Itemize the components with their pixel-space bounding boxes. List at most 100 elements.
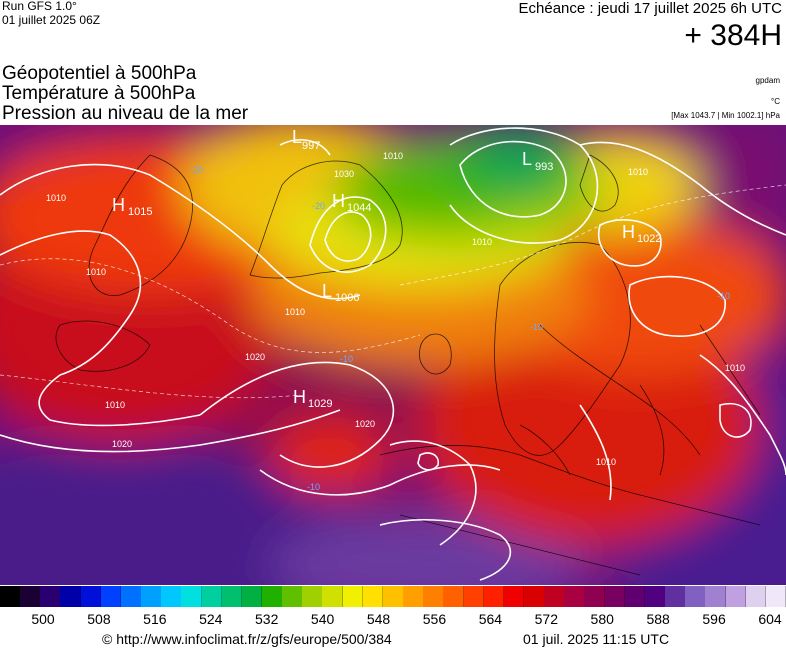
color-scale-swatch: [322, 586, 344, 607]
color-scale-swatch: [241, 586, 263, 607]
pressure-center-value: 1022: [637, 233, 661, 245]
pressure-center-type: L: [522, 149, 532, 169]
footer-source-url: © http://www.infoclimat.fr/z/gfs/europe/…: [102, 631, 392, 647]
color-scale-swatch: [685, 586, 706, 607]
color-scale-tick-label: 604: [758, 611, 782, 627]
color-scale-swatch: [705, 586, 727, 607]
color-scale-swatch: [463, 586, 485, 607]
title-temperature: Température à 500hPa: [2, 83, 196, 104]
pressure-center-type: H: [622, 222, 635, 242]
color-scale-swatch: [40, 586, 61, 607]
color-scale-swatch: [181, 586, 203, 607]
color-scale-tick-label: 556: [422, 611, 447, 627]
color-scale-tick-label: 596: [702, 611, 726, 627]
isobar-label: 1010: [46, 193, 66, 203]
color-scale-swatch: [725, 586, 747, 607]
lead-time-label: + 384H: [684, 19, 782, 52]
isobar-labels: 1010 1010 1010 1010 1030 1010 1010 1020 …: [46, 151, 745, 467]
pressure-center-type: H: [332, 191, 345, 211]
color-scale-swatch: [100, 586, 122, 607]
pressure-center-value: 1029: [308, 398, 332, 410]
isobar-label: 1020: [355, 419, 375, 429]
title-geopotential: Géopotentiel à 500hPa: [2, 63, 197, 84]
color-scale-swatch: [20, 586, 41, 607]
isobar-label: 1010: [596, 457, 616, 467]
run-date-label: 01 juillet 2025 06Z: [2, 13, 101, 27]
pressure-center-type: H: [293, 387, 306, 407]
weather-map: H 1015 L 997 H 1044 L 993 H 1022 L 1006 …: [0, 125, 786, 585]
geopotential-field: [0, 125, 786, 585]
isotherms: [0, 184, 786, 399]
color-scale-swatch: [604, 586, 626, 607]
unit-temperature: °C: [771, 97, 780, 106]
color-scale-swatch: [80, 586, 102, 607]
isobar-label: 1010: [285, 307, 305, 317]
pressure-center-value: 1044: [347, 202, 371, 214]
isobar-label: 1010: [105, 400, 125, 410]
coastlines: [55, 154, 761, 576]
unit-geopotential: gpdam: [755, 76, 780, 85]
isotherm-label: -10: [307, 482, 320, 492]
color-scale-swatch: [60, 586, 82, 607]
isobar-label: 1010: [383, 151, 403, 161]
color-scale-tick-label: 532: [255, 611, 279, 627]
color-scale-swatch: [765, 586, 786, 607]
color-scale-swatch: [584, 586, 606, 607]
color-scale-swatch: [665, 586, 686, 607]
color-scale-swatch: [483, 586, 505, 607]
pressure-center-value: 1015: [128, 206, 152, 218]
pressure-center-type: L: [322, 281, 332, 301]
color-scale-tick-label: 500: [31, 611, 55, 627]
pressure-centers: H 1015 L 997 H 1044 L 993 H 1022 L 1006 …: [112, 127, 661, 410]
isobar-label: 1010: [725, 363, 745, 373]
color-scale-swatch: [161, 586, 182, 607]
isotherm-label: -10: [530, 322, 543, 332]
color-scale-tick-label: 588: [646, 611, 670, 627]
pressure-center-value: 993: [535, 161, 553, 173]
color-scale-swatch: [221, 586, 243, 607]
color-scale-swatch: [644, 586, 666, 607]
color-scale-swatch: [282, 586, 303, 607]
title-pressure: Pression au niveau de la mer: [2, 103, 249, 124]
pressure-center-type: L: [292, 127, 302, 147]
color-scale-tick-label: 508: [87, 611, 111, 627]
color-scale-swatch: [423, 586, 444, 607]
color-scale-swatch: [544, 586, 565, 607]
pressure-center-value: 1006: [335, 292, 359, 304]
color-scale-swatch: [120, 586, 142, 607]
color-scale-swatch: [524, 586, 545, 607]
color-scale-swatch: [745, 586, 767, 607]
color-scale-swatch: [503, 586, 525, 607]
color-scale-swatch: [302, 586, 323, 607]
footer-generation-date: 01 juil. 2025 11:15 UTC: [523, 631, 670, 647]
isobar-label: 1030: [334, 169, 354, 179]
color-scale-tick-label: 564: [478, 611, 503, 627]
isobar-label: 1010: [472, 237, 492, 247]
color-scale-swatch: [624, 586, 646, 607]
pressure-center-value: 997: [302, 140, 320, 152]
isotherm-label: -20: [312, 201, 325, 211]
color-scale-tick-label: 524: [199, 611, 223, 627]
color-scale-tick-label: 548: [366, 611, 391, 627]
isobars: [0, 127, 786, 581]
color-scale-swatch: [201, 586, 223, 607]
color-scale-tick-label: 516: [143, 611, 167, 627]
isobar-label: 1020: [112, 439, 132, 449]
color-scale-tick-label: 580: [590, 611, 614, 627]
color-scale-tick-label: 540: [310, 611, 335, 627]
color-scale-bar: [0, 586, 786, 607]
isobar-label: 1010: [86, 267, 106, 277]
color-scale-tick-label: 572: [534, 611, 558, 627]
color-scale-swatch: [382, 586, 404, 607]
color-scale-swatch: [564, 586, 585, 607]
isobar-label: 1010: [628, 167, 648, 177]
color-scale-swatch: [443, 586, 465, 607]
isobar-label: 1020: [245, 352, 265, 362]
pressure-range-label: [Max 1043.7 | Min 1002.1] hPa: [671, 111, 780, 120]
color-scale-swatch: [141, 586, 162, 607]
color-scale-swatch: [362, 586, 384, 607]
isotherm-label: -20: [190, 165, 203, 175]
isotherm-label: -10: [717, 291, 730, 301]
valid-date-label: Echéance : jeudi 17 juillet 2025 6h UTC: [518, 0, 783, 17]
color-scale-swatch: [0, 586, 21, 607]
